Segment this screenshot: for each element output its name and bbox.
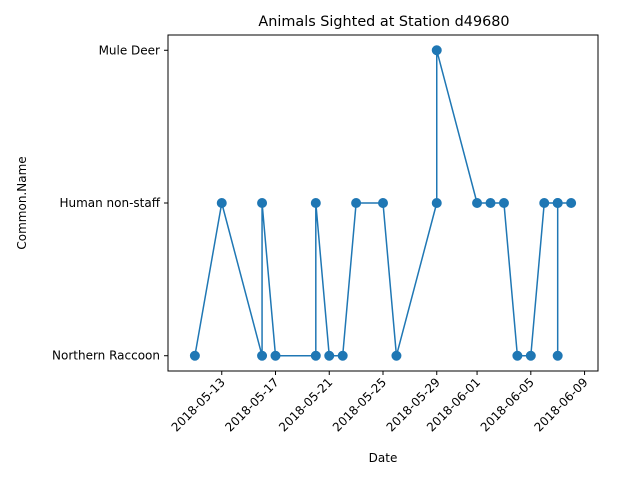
data-point (566, 198, 577, 208)
data-point (378, 198, 388, 208)
x-axis-label: Date (369, 451, 398, 465)
data-point (431, 45, 442, 56)
data-point (257, 350, 268, 361)
data-point (552, 350, 563, 361)
data-point (485, 198, 496, 208)
data-point (189, 350, 200, 361)
data-point (257, 198, 268, 208)
data-point (310, 198, 321, 208)
chart-title: Animals Sighted at Station d49680 (258, 14, 509, 30)
data-point (324, 350, 335, 361)
y-tick-label: Mule Deer (99, 43, 160, 57)
data-point (498, 198, 509, 208)
y-tick-label: Human non-staff (59, 196, 160, 210)
data-point (270, 350, 281, 361)
data-point (391, 350, 402, 361)
y-tick-label: Northern Raccoon (52, 349, 160, 363)
data-point (431, 198, 442, 208)
y-axis: Northern Raccoon Human non-staff Mule Deer (52, 43, 168, 363)
plot-area (189, 45, 577, 361)
data-point (337, 350, 348, 361)
data-point (539, 198, 550, 208)
data-point (525, 350, 536, 361)
data-point (512, 350, 523, 361)
data-point (310, 350, 321, 361)
y-axis-label: Common.Name (15, 156, 29, 249)
data-point (552, 198, 563, 208)
data-point (472, 198, 483, 208)
data-point (216, 198, 227, 208)
data-point (351, 198, 362, 208)
